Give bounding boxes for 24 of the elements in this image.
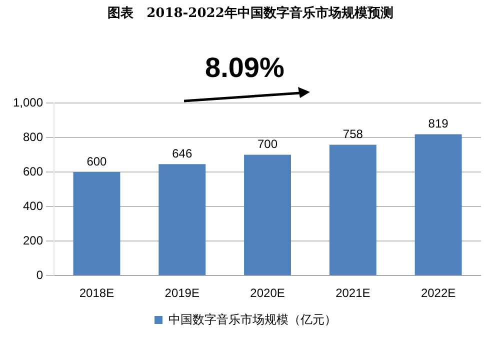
x-tick-label: 2020E bbox=[250, 286, 285, 300]
legend-label: 中国数字音乐市场规模（亿元） bbox=[168, 312, 336, 326]
y-tick-label: 1,000 bbox=[13, 95, 44, 110]
data-label: 758 bbox=[342, 127, 364, 142]
chart-title: 图表 2018-2022年中国数字音乐市场规模预测 bbox=[106, 4, 394, 22]
bar bbox=[158, 164, 206, 276]
data-label: 700 bbox=[258, 137, 278, 152]
bar bbox=[414, 134, 462, 276]
bar bbox=[329, 144, 376, 276]
text: 8.09% bbox=[205, 52, 284, 84]
data-label: 600 bbox=[86, 154, 108, 168]
y-tick-label: 200 bbox=[23, 233, 44, 248]
x-tick-label: 2021E bbox=[336, 286, 370, 300]
y-tick-label: 400 bbox=[23, 198, 44, 213]
y-tick-label: 600 bbox=[23, 164, 44, 178]
y-tick-label: 800 bbox=[23, 130, 44, 144]
bar bbox=[73, 172, 120, 276]
x-tick-label: 2022E bbox=[420, 286, 456, 300]
bar bbox=[244, 154, 291, 276]
data-label: 819 bbox=[428, 116, 449, 131]
x-tick-label: 2019E bbox=[164, 286, 200, 300]
x-tick-label: 2018E bbox=[79, 286, 114, 300]
data-label: 646 bbox=[172, 146, 192, 160]
y-tick-label: 0 bbox=[36, 268, 44, 282]
